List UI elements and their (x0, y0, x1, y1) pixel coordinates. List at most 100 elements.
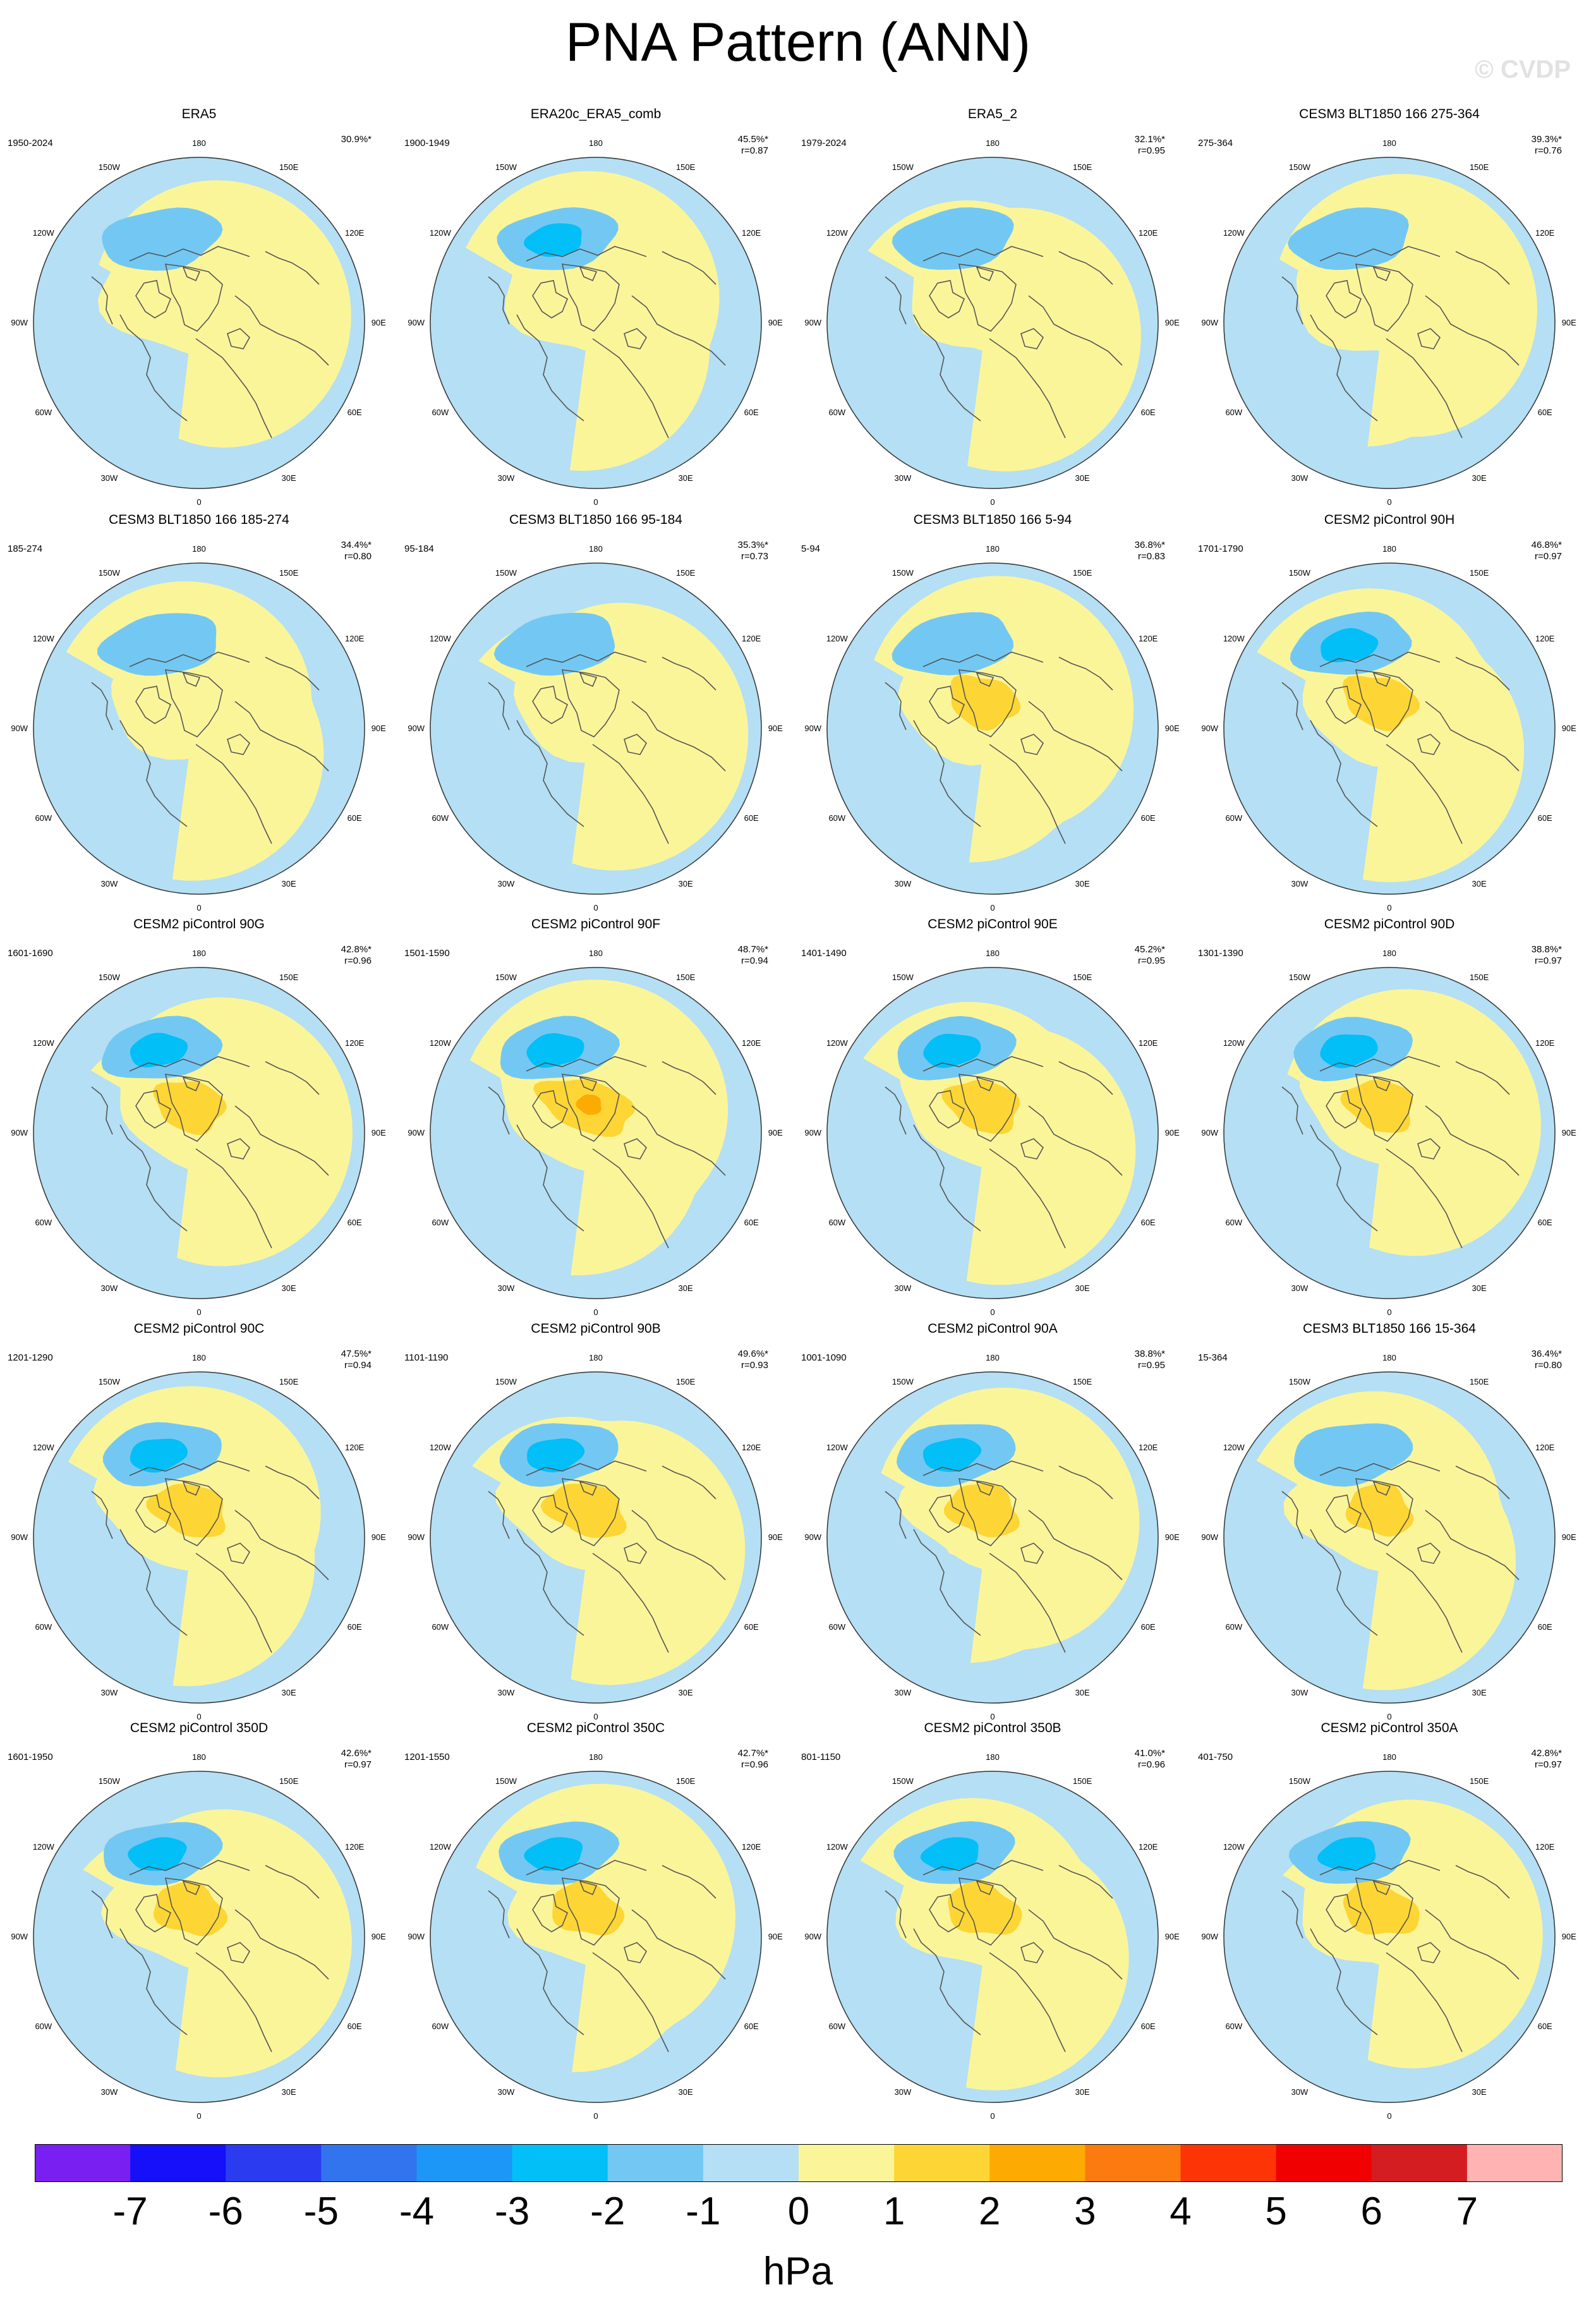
panel-title: CESM2 piControl 350A (1321, 1721, 1458, 1735)
longitude-label: 30W (497, 1283, 515, 1294)
panel-title: CESM2 piControl 90H (1324, 512, 1455, 527)
map-boundary (33, 1771, 365, 2103)
coastline (913, 720, 981, 827)
longitude-label: 0 (1387, 2111, 1392, 2121)
longitude-label: 180 (589, 948, 603, 958)
contour-fill-positive-max (576, 1094, 602, 1115)
longitude-label: 150W (1288, 567, 1310, 578)
coastline (265, 1865, 320, 1899)
coastline (532, 1090, 569, 1129)
longitude-label: 120W (429, 1841, 451, 1852)
coastline (1020, 328, 1044, 349)
coastline (1425, 1510, 1520, 1580)
longitude-label: 90E (768, 318, 783, 327)
coastline (182, 672, 201, 688)
longitude-label: 180 (1382, 138, 1396, 148)
longitude-label: 120E (344, 1841, 365, 1852)
coastline (234, 701, 329, 772)
coastline (922, 1460, 1044, 1476)
coastline (1417, 1942, 1441, 1963)
map-boundary (430, 1371, 762, 1704)
coastline (526, 652, 647, 667)
coastline (989, 338, 1066, 439)
longitude-label: 0 (196, 2111, 202, 2121)
coastline (265, 1465, 320, 1500)
coastline (579, 1076, 598, 1092)
longitude-label: 30W (497, 879, 515, 889)
longitude-label: 150E (279, 567, 299, 578)
panel-stats: 34.4%* r=0.80 (341, 540, 372, 562)
longitude-label: 180 (1382, 543, 1396, 554)
coastline (135, 686, 172, 724)
coastline (164, 669, 223, 737)
panel-period: 1001-1090 (801, 1352, 847, 1363)
longitude-label: 120W (429, 633, 451, 643)
panel-corr: r=0.94 (741, 955, 768, 966)
coastline (1326, 1090, 1362, 1129)
longitude-label: 120E (741, 1841, 761, 1852)
longitude-label: 60E (1537, 813, 1552, 823)
longitude-label: 60E (1537, 408, 1552, 418)
longitude-label: 150E (1072, 972, 1092, 982)
coastline (662, 251, 716, 285)
map-panel: CESM2 piControl 90E 1401-1490 45.2%* r=0.95… (794, 916, 1192, 1321)
longitude-label: 180 (589, 1352, 603, 1362)
coastline (129, 246, 250, 262)
longitude-label: 90W (804, 318, 822, 327)
longitude-label: 120E (741, 1442, 761, 1452)
longitude-label: 30W (497, 1688, 515, 1698)
longitude-label: 0 (990, 497, 995, 507)
polar-map (826, 562, 1159, 895)
panel-period: 1900-1949 (404, 138, 450, 149)
panel-pct: 36.8%* (1134, 540, 1165, 550)
polar-map (33, 967, 365, 1299)
longitude-label: 120W (429, 1442, 451, 1452)
coastline (561, 264, 620, 332)
coastline (885, 682, 907, 731)
coastline (1058, 251, 1113, 285)
longitude-label: 120W (32, 1442, 54, 1452)
map-boundary (1223, 1771, 1556, 2103)
coastline (976, 672, 994, 688)
longitude-label: 150E (279, 1376, 299, 1386)
longitude-label: 120E (1138, 633, 1158, 643)
map-boundary (1223, 562, 1556, 895)
coastline (922, 246, 1044, 262)
longitude-label: 150W (892, 972, 914, 982)
coastline (989, 1553, 1066, 1653)
longitude-label: 150E (279, 1776, 299, 1786)
panel-stats: 41.0%* r=0.96 (1135, 1748, 1165, 1771)
longitude-label: 60E (744, 1622, 759, 1632)
longitude-label: 0 (990, 2111, 995, 2121)
coastline (195, 338, 272, 439)
coastline (91, 1086, 113, 1135)
longitude-label: 150W (495, 1776, 517, 1786)
coastline (526, 1860, 647, 1876)
panel-pct: 42.7%* (737, 1748, 768, 1759)
coastline (885, 1890, 907, 1939)
coastline (913, 1529, 981, 1636)
polar-map (826, 1771, 1159, 2103)
map-panel: CESM3 BLT1850 166 95-184 95-184 35.3%* r=0.… (397, 512, 795, 916)
longitude-label: 120W (826, 1442, 848, 1452)
coastline (516, 1529, 584, 1636)
longitude-label: 60E (744, 408, 759, 418)
panel-pct: 32.1%* (1134, 134, 1165, 145)
longitude-label: 30E (281, 1688, 296, 1698)
coastline (532, 280, 569, 318)
panel-period: 1201-1550 (404, 1752, 450, 1762)
longitude-label: 180 (1382, 1352, 1396, 1362)
longitude-label: 120E (1138, 227, 1158, 238)
coastline (929, 1894, 965, 1932)
map-boundary (33, 157, 365, 489)
coastline (1386, 1553, 1463, 1653)
coastline (885, 1086, 907, 1135)
panel-corr: r=0.83 (1138, 551, 1165, 562)
longitude-label: 90W (804, 1532, 822, 1542)
coastline (922, 1860, 1044, 1876)
coastline (1310, 720, 1378, 827)
longitude-label: 150W (98, 1376, 120, 1386)
map-boundary (1223, 157, 1556, 489)
coastline (929, 1090, 965, 1129)
longitude-label: 90E (1561, 724, 1576, 733)
